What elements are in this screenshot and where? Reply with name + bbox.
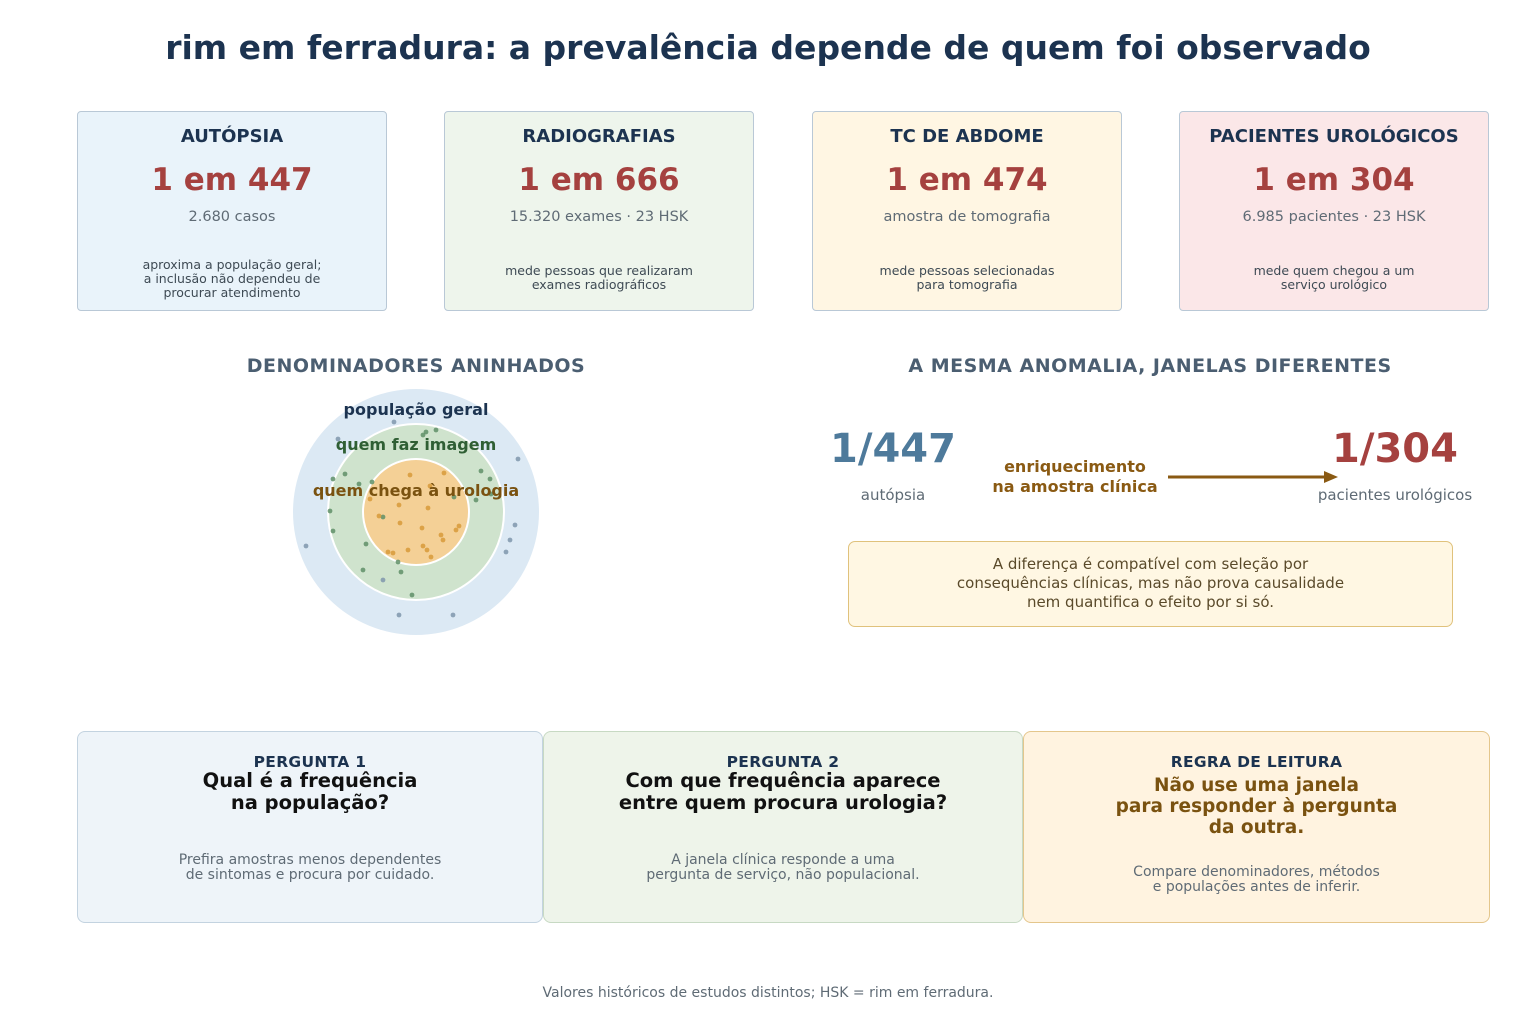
sample-dot	[380, 514, 386, 520]
question-title: Qual é a frequência na população?	[202, 769, 418, 814]
card-sub: 2.680 casos	[188, 209, 276, 225]
card-value: 1 em 304	[1253, 162, 1415, 198]
sample-dot	[420, 543, 426, 549]
sample-dot	[356, 481, 362, 487]
card-note: mede quem chegou a um serviço urológico	[1253, 263, 1415, 292]
sample-dot	[380, 577, 386, 583]
sample-dot	[385, 549, 391, 555]
card-value: 1 em 447	[151, 162, 313, 198]
card-note: mede pessoas selecionadas para tomografi…	[879, 263, 1055, 292]
windows-heading: A MESMA ANOMALIA, JANELAS DIFERENTES	[908, 355, 1392, 377]
sample-dot	[330, 476, 336, 482]
question-card-1: PERGUNTA 1 Qual é a frequência na popula…	[77, 731, 543, 923]
card-sub: 15.320 exames · 23 HSK	[509, 209, 689, 225]
sample-dot	[473, 497, 479, 503]
arrow-label: enriquecimento na amostra clínica	[992, 457, 1158, 496]
question-desc: A janela clínica responde a uma pergunta…	[646, 852, 920, 883]
question-desc: Prefira amostras menos dependentes de si…	[178, 852, 442, 883]
sample-dot	[363, 541, 369, 547]
inner-circle	[362, 458, 470, 566]
card-pacientes-urologicos: PACIENTES UROLÓGICOS 1 em 304 6.985 paci…	[1179, 111, 1489, 311]
sample-dot	[456, 523, 462, 529]
sample-dot	[424, 547, 430, 553]
left-caption: autópsia	[860, 486, 926, 504]
sample-dots	[303, 419, 521, 618]
sample-dot	[391, 419, 397, 425]
reading-rule-card: REGRA DE LEITURA Não use uma janela para…	[1023, 731, 1490, 923]
question-kicker: REGRA DE LEITURA	[1170, 753, 1343, 771]
question-desc: Compare denominadores, métodos e populaç…	[1133, 864, 1380, 895]
sample-dot	[396, 612, 402, 618]
sample-dot	[507, 537, 513, 543]
sample-dot	[397, 520, 403, 526]
question-title: Com que frequência aparece entre quem pr…	[618, 769, 948, 814]
caveat-note: A diferença é compatível com seleção por…	[848, 541, 1453, 627]
sample-dot	[438, 532, 444, 538]
sample-dot	[450, 612, 456, 618]
card-value: 1 em 666	[518, 162, 680, 198]
sample-dot	[405, 547, 411, 553]
sample-dot	[335, 436, 341, 442]
question-title: Não use uma janela para responder à perg…	[1115, 775, 1398, 838]
card-tc-abdome: TC DE ABDOME 1 em 474 amostra de tomogra…	[812, 111, 1122, 311]
sample-dot	[440, 537, 446, 543]
question-card-2: PERGUNTA 2 Com que frequência aparece en…	[543, 731, 1023, 923]
card-radiografias: RADIOGRAFIAS 1 em 666 15.320 exames · 23…	[444, 111, 754, 311]
right-caption: pacientes urológicos	[1317, 486, 1473, 504]
sample-dot	[488, 491, 494, 497]
sample-dot	[398, 569, 404, 575]
sample-dot	[503, 549, 509, 555]
sample-dot	[360, 567, 366, 573]
sample-dot	[420, 432, 426, 438]
sample-dot	[428, 554, 434, 560]
question-kicker: PERGUNTA 1	[253, 753, 367, 771]
sample-dot	[390, 550, 396, 556]
nested-circles-diagram: população geral quem faz imagem quem che…	[293, 389, 539, 635]
card-sub: amostra de tomografia	[883, 209, 1051, 225]
page-title: rim em ferradura: a prevalência depende …	[165, 28, 1371, 67]
sample-dot	[451, 494, 457, 500]
sample-dot	[395, 559, 401, 565]
card-heading: TC DE ABDOME	[890, 126, 1044, 147]
sample-dot	[419, 525, 425, 531]
sample-dot	[425, 505, 431, 511]
sample-dot	[441, 470, 447, 476]
sample-dot	[369, 479, 375, 485]
inner-label: quem chega à urologia	[313, 481, 519, 500]
arrow-right-icon	[1168, 471, 1338, 483]
sample-dot	[453, 527, 459, 533]
sample-dot	[342, 471, 348, 477]
sample-dot	[327, 508, 333, 514]
sample-dot	[515, 456, 521, 462]
card-sub: 6.985 pacientes · 23 HSK	[1242, 209, 1426, 225]
sample-dot	[303, 543, 309, 549]
nested-heading: DENOMINADORES ANINHADOS	[246, 355, 586, 377]
card-value: 1 em 474	[886, 162, 1048, 198]
card-autopsia: AUTÓPSIA 1 em 447 2.680 casos aproxima a…	[77, 111, 387, 311]
sample-dot	[478, 468, 484, 474]
sample-dot	[512, 522, 518, 528]
sample-dot	[396, 502, 402, 508]
sample-dot	[409, 592, 415, 598]
sample-dot	[407, 472, 413, 478]
right-ratio: 1/304	[1332, 426, 1458, 472]
footer-note: Valores históricos de estudos distintos;…	[542, 985, 994, 1001]
card-note: aproxima a população geral; a inclusão n…	[142, 257, 322, 300]
card-note: mede pessoas que realizaram exames radio…	[505, 263, 693, 292]
card-heading: RADIOGRAFIAS	[522, 126, 676, 147]
sample-dot	[330, 528, 336, 534]
question-kicker: PERGUNTA 2	[726, 753, 840, 771]
sample-dot	[433, 427, 439, 433]
left-ratio: 1/447	[830, 426, 956, 472]
sample-dot	[376, 513, 382, 519]
card-heading: AUTÓPSIA	[180, 126, 284, 147]
sample-dot	[423, 429, 429, 435]
outer-label: população geral	[344, 400, 489, 419]
card-heading: PACIENTES UROLÓGICOS	[1209, 126, 1459, 147]
sample-dot	[427, 483, 433, 489]
sample-dot	[367, 496, 373, 502]
middle-label: quem faz imagem	[336, 435, 497, 454]
sample-dot	[487, 476, 493, 482]
